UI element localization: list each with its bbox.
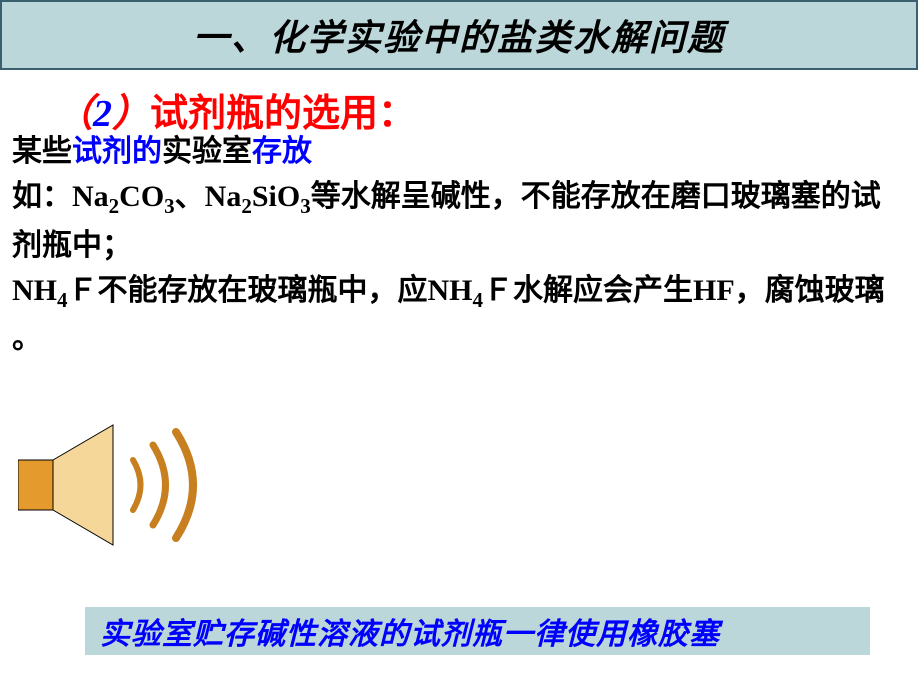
- title-bar: 一、化学实验中的盐类水解问题: [0, 0, 918, 70]
- formula-na2sio3: Na2SiO3: [205, 180, 311, 213]
- footer-text: 实验室贮存碱性溶液的试剂瓶一律使用橡胶塞: [100, 609, 720, 653]
- formula-hf: HF: [693, 274, 735, 307]
- body-sep: 、: [175, 180, 205, 213]
- formula-nh4f-2: NH4: [428, 274, 484, 307]
- body-l1d: 存放: [252, 135, 312, 168]
- body-l1c: 实验室: [162, 135, 252, 168]
- page-title: 一、化学实验中的盐类水解问题: [193, 9, 725, 61]
- body-l1a: 某些: [12, 135, 72, 168]
- body-l1b: 试剂的: [72, 135, 162, 168]
- body-l2a: 如：: [12, 180, 72, 213]
- speaker-icon: [18, 420, 218, 555]
- body-l3f1: Ｆ不能存放在玻璃瓶中，应: [68, 274, 428, 307]
- footer-bar: 实验室贮存碱性溶液的试剂瓶一律使用橡胶塞: [85, 607, 870, 655]
- body-l3f2: Ｆ水解应会产生: [483, 274, 693, 307]
- body-text: 某些试剂的实验室存放 如：Na2CO3、Na2SiO3等水解呈碱性，不能存放在磨…: [12, 129, 908, 361]
- formula-na2co3: Na2CO3: [72, 180, 175, 213]
- formula-nh4f-1: NH4: [12, 274, 68, 307]
